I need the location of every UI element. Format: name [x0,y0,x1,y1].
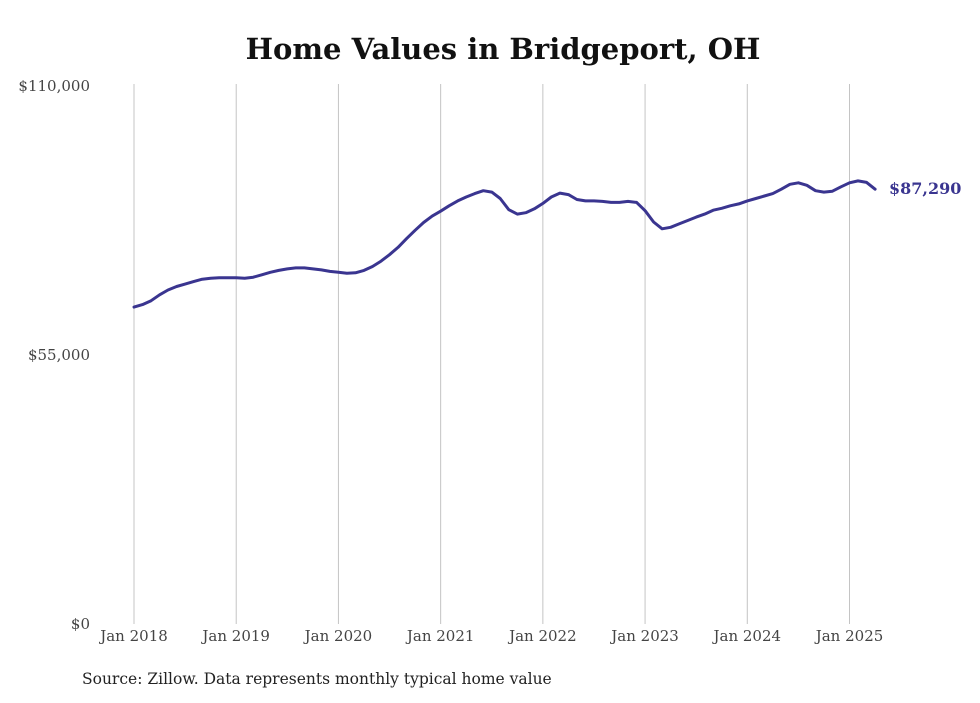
x-tick-label-7: Jan 2025 [814,627,884,645]
y-tick-label-0: $0 [71,615,90,633]
x-tick-label-2: Jan 2020 [303,627,373,645]
series-layer [132,179,877,309]
x-tick-label-0: Jan 2018 [98,627,168,645]
x-tick-label-6: Jan 2024 [712,627,782,645]
x-tick-label-4: Jan 2022 [507,627,577,645]
y-tick-label-2: $110,000 [18,77,90,95]
series-line-0 [132,179,877,309]
x-axis-tick-labels: Jan 2018 Jan 2019 Jan 2020 Jan 2021 Jan 2022… [98,627,883,645]
x-tick-label-5: Jan 2023 [609,627,679,645]
y-axis-tick-labels: $0 $55,000 $110,000 [18,77,90,633]
y-tick-label-1: $55,000 [28,346,90,364]
source-note: Source: Zillow. Data represents monthly … [82,670,552,688]
x-tick-label-1: Jan 2019 [200,627,270,645]
x-tick-label-3: Jan 2021 [405,627,475,645]
chart-title: Home Values in Bridgeport, OH [246,32,761,66]
grid-lines [133,84,850,624]
end-value-label: $87,290 [889,179,961,198]
